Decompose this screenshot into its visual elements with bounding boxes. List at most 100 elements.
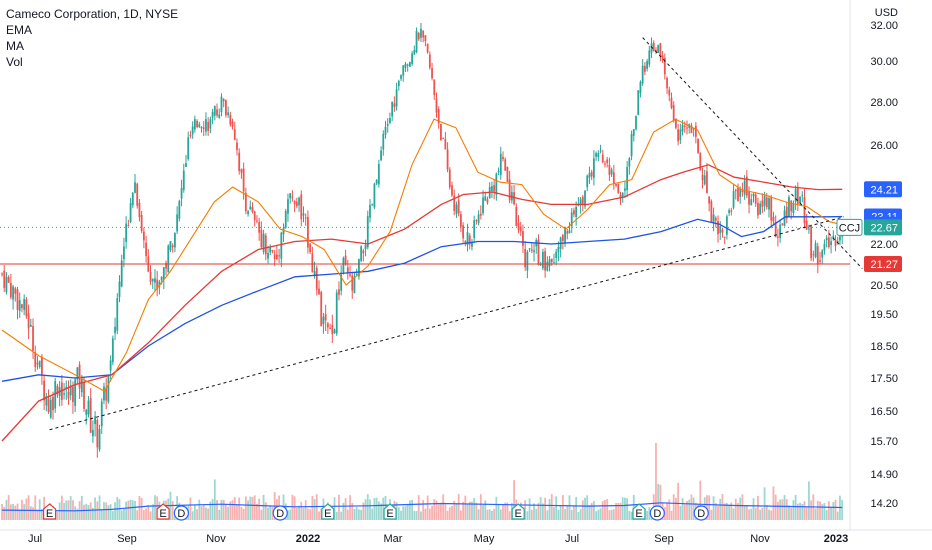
candle-body [575,206,578,218]
time-axis[interactable]: Jul Sep Nov 2022 Mar May Jul Sep Nov 2023 [28,533,848,545]
candle [670,92,673,110]
candle-body [839,236,841,241]
candle-body [182,170,185,190]
volume-bar [14,505,17,520]
volume-bar [457,494,460,520]
earnings-marker: E [511,503,525,520]
candle [592,150,595,186]
volume-bar [247,500,249,520]
price-badge-bg [864,255,902,272]
candle [639,80,642,98]
volume-bar [491,510,493,520]
volume-bar [120,510,123,520]
candle [417,31,420,41]
candle [43,374,46,410]
volume-bar [675,498,677,520]
candle-body [615,184,617,186]
candle [78,361,81,399]
candle-body [504,159,507,171]
volume-bar [575,497,578,520]
candle [413,45,416,55]
candle-body [706,171,708,194]
candle [9,273,12,300]
candle-body [612,172,615,184]
candle-body [750,199,753,206]
candle [519,221,522,236]
volume-bar [586,495,589,520]
candle [712,207,715,232]
candle [435,92,438,118]
candle [171,243,174,253]
volume-bar [805,506,808,520]
volume-bar [712,496,715,520]
indicator-ema[interactable]: EMA [6,23,33,37]
price-tick-label: 32.00 [870,20,898,32]
candle [211,108,214,125]
candle-body [74,379,77,406]
candle-body [176,214,179,232]
candle [783,205,786,227]
candle-body [151,278,154,282]
volume-bar [428,508,431,520]
volume-bar [573,506,575,520]
candle [816,242,819,274]
candle [495,172,498,201]
candle-body [717,221,719,235]
volume-bar [672,494,675,520]
candle-body [351,275,354,291]
volume-bar [506,502,509,520]
candle [697,138,699,155]
candle [23,294,26,315]
volume-bar [402,506,405,520]
candle [728,208,731,216]
candle [340,265,343,296]
candle [94,411,97,437]
volume-bar [420,511,422,520]
candle [216,103,218,118]
candle-body [692,128,695,130]
candle [118,275,121,303]
candle-body [719,225,722,234]
volume-bar [699,480,702,520]
volume-bar [417,495,420,520]
volume-bar [648,507,651,520]
candle-body [358,258,360,277]
indicator-vol[interactable]: Vol [6,55,23,69]
volume-bar [550,494,553,520]
candle-body [561,235,564,242]
symbol-title[interactable]: Cameco Corporation, 1D, NYSE [6,7,179,21]
candle [12,284,14,310]
candle [604,160,606,168]
candle [488,182,491,199]
candle-body [287,199,289,214]
candle-body [776,236,779,238]
volume-bar [309,509,312,520]
candle-body [162,267,165,280]
candle [768,195,770,218]
candle-body [72,386,74,403]
candle [628,157,631,175]
candle [304,213,307,226]
candle-body [187,137,190,159]
candle [668,86,671,102]
candle [632,128,635,142]
volume-bar [442,494,445,520]
volume-bar [788,505,790,520]
candle-body [344,255,347,264]
candle-body [142,231,145,241]
volume-bar [413,510,416,520]
candle-body [725,216,728,235]
indicator-ma[interactable]: MA [6,39,24,53]
candle [191,121,194,139]
candle [513,184,515,206]
volume-bar [38,499,41,520]
candle-body [89,398,92,433]
candle-body [393,103,396,108]
candle-body [404,63,407,68]
earnings-marker: E [321,503,335,520]
candle [515,203,518,227]
candle-body [52,396,54,411]
volume-bar [216,500,218,520]
